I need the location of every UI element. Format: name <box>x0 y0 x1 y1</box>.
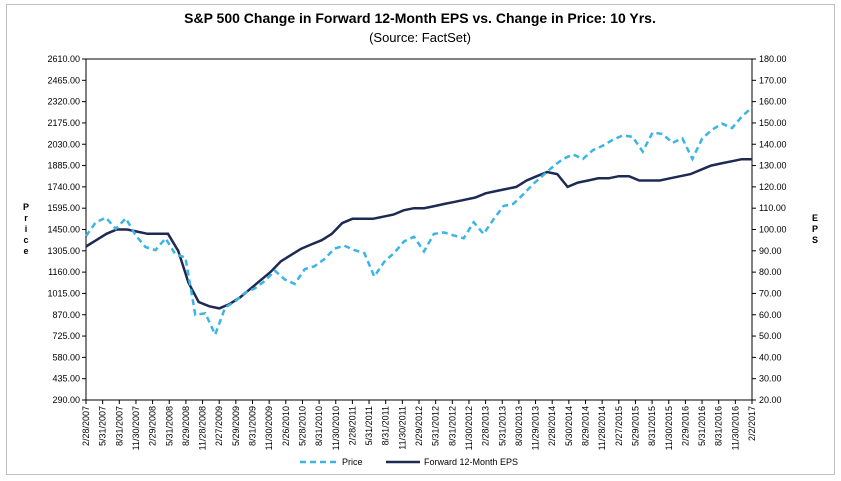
x-tick-label: 8/31/2015 <box>647 406 657 446</box>
x-tick-label: 11/30/2012 <box>464 406 474 450</box>
right-tick-label: 60.00 <box>759 310 782 320</box>
left-tick-label: 435.00 <box>52 374 80 384</box>
axis-title-letter: c <box>23 235 28 245</box>
x-tick-label: 11/30/2010 <box>331 406 341 450</box>
left-tick-label: 580.00 <box>52 352 80 362</box>
legend-label-price: Price <box>342 457 363 467</box>
x-tick-label: 11/30/2016 <box>730 406 740 450</box>
right-tick-label: 80.00 <box>759 267 782 277</box>
right-tick-label: 180.00 <box>759 54 787 64</box>
x-tick-label: 8/31/2011 <box>381 406 391 445</box>
right-tick-label: 50.00 <box>759 331 782 341</box>
x-tick-label: 8/30/2013 <box>514 406 524 446</box>
x-tick-label: 2/26/2010 <box>281 406 291 446</box>
x-tick-label: 5/31/2007 <box>98 406 108 446</box>
left-tick-label: 2320.00 <box>47 97 80 107</box>
x-tick-label: 2/28/2011 <box>347 406 357 445</box>
right-tick-label: 110.00 <box>759 203 786 213</box>
x-tick-label: 2/27/2009 <box>214 406 224 446</box>
left-tick-label: 1595.00 <box>47 203 80 213</box>
left-tick-label: 2610.00 <box>47 54 80 64</box>
x-tick-label: 8/29/2014 <box>581 406 591 446</box>
x-tick-label: 8/31/2016 <box>714 406 724 446</box>
x-tick-label: 2/27/2015 <box>614 406 624 446</box>
axis-title-letter: i <box>25 224 28 234</box>
x-tick-label: 11/30/2007 <box>131 406 141 450</box>
x-tick-label: 2/29/2008 <box>148 406 158 446</box>
x-tick-label: 5/29/2015 <box>630 406 640 446</box>
right-tick-label: 130.00 <box>759 161 787 171</box>
right-tick-label: 170.00 <box>759 75 787 85</box>
axis-title-letter: P <box>23 202 29 212</box>
x-tick-label: 11/28/2014 <box>597 406 607 450</box>
right-tick-label: 70.00 <box>759 288 782 298</box>
series-line-eps <box>85 157 752 310</box>
x-tick-label: 5/31/2008 <box>164 406 174 446</box>
axis-title-letter: r <box>24 213 28 223</box>
right-tick-label: 20.00 <box>759 395 782 405</box>
left-tick-label: 1450.00 <box>47 225 80 235</box>
x-tick-label: 5/31/2012 <box>431 406 441 446</box>
right-tick-label: 160.00 <box>759 97 787 107</box>
right-tick-label: 90.00 <box>759 246 782 256</box>
left-tick-label: 2175.00 <box>47 118 80 128</box>
x-tick-label: 5/29/2009 <box>231 406 241 446</box>
x-tick-label: 5/31/2011 <box>364 406 374 445</box>
x-tick-label: 8/31/2010 <box>314 406 324 446</box>
x-tick-label: 11/28/2008 <box>198 406 208 450</box>
series-line-price <box>84 106 753 338</box>
plot-area <box>85 58 753 401</box>
x-tick-label: 11/30/2015 <box>664 406 674 450</box>
x-tick-label: 11/30/2011 <box>397 406 407 450</box>
x-tick-label: 5/31/2016 <box>697 406 707 446</box>
x-tick-label: 11/30/2009 <box>264 406 274 450</box>
axis-title-letter: P <box>812 224 818 234</box>
x-tick-label: 5/30/2014 <box>564 406 574 446</box>
legend-label-eps: Forward 12-Month EPS <box>424 457 518 467</box>
right-tick-label: 120.00 <box>759 182 787 192</box>
left-tick-label: 2030.00 <box>47 139 80 149</box>
left-tick-label: 290.00 <box>52 395 80 405</box>
left-tick-label: 1160.00 <box>48 267 80 277</box>
right-tick-label: 150.00 <box>759 118 787 128</box>
x-tick-label: 8/31/2012 <box>447 406 457 446</box>
chart-subtitle: (Source: FactSet) <box>369 30 471 45</box>
x-tick-label: 2/29/2012 <box>414 406 424 446</box>
axis-title-letter: S <box>812 235 818 245</box>
axis-title-letter: e <box>23 246 28 256</box>
right-axis-ticks: 180.00 170.00 160.00 150.00 140.00 130.00 120.… <box>752 54 787 405</box>
chart-title: S&P 500 Change in Forward 12-Month EPS v… <box>184 10 656 26</box>
legend: Price Forward 12-Month EPS <box>300 457 518 467</box>
x-tick-label: 11/29/2013 <box>531 406 541 450</box>
right-tick-label: 100.00 <box>759 225 787 235</box>
x-tick-label: 2/28/2014 <box>547 406 557 446</box>
x-axis-ticks: 2/28/2007 5/31/2007 8/31/2007 11/30/2007 2/2… <box>81 400 757 450</box>
left-tick-label: 870.00 <box>52 310 80 320</box>
left-tick-label: 1015.00 <box>47 288 80 298</box>
left-tick-label: 1885.00 <box>47 161 80 171</box>
x-tick-label: 8/31/2007 <box>114 406 124 446</box>
x-tick-label: 8/29/2008 <box>181 406 191 446</box>
right-tick-label: 140.00 <box>759 139 787 149</box>
x-tick-label: 5/28/2010 <box>297 406 307 446</box>
x-tick-label: 8/31/2009 <box>248 406 258 446</box>
x-tick-label: 2/29/2016 <box>680 406 690 446</box>
x-tick-label: 2/28/2013 <box>481 406 491 446</box>
left-axis-ticks: 2610.00 2465.00 2320.00 2175.00 2030.00 1885.… <box>47 54 86 405</box>
x-tick-label: 5/31/2013 <box>497 406 507 446</box>
left-tick-label: 725.00 <box>52 331 80 341</box>
right-tick-label: 30.00 <box>759 374 782 384</box>
x-tick-label: 2/2/2017 <box>747 406 757 441</box>
right-tick-label: 40.00 <box>759 352 782 362</box>
left-tick-label: 1740.00 <box>47 182 80 192</box>
left-tick-label: 2465.00 <box>47 75 80 85</box>
axis-title-letter: E <box>812 213 818 223</box>
x-tick-label: 2/28/2007 <box>81 406 91 446</box>
left-tick-label: 1305.00 <box>47 246 80 256</box>
